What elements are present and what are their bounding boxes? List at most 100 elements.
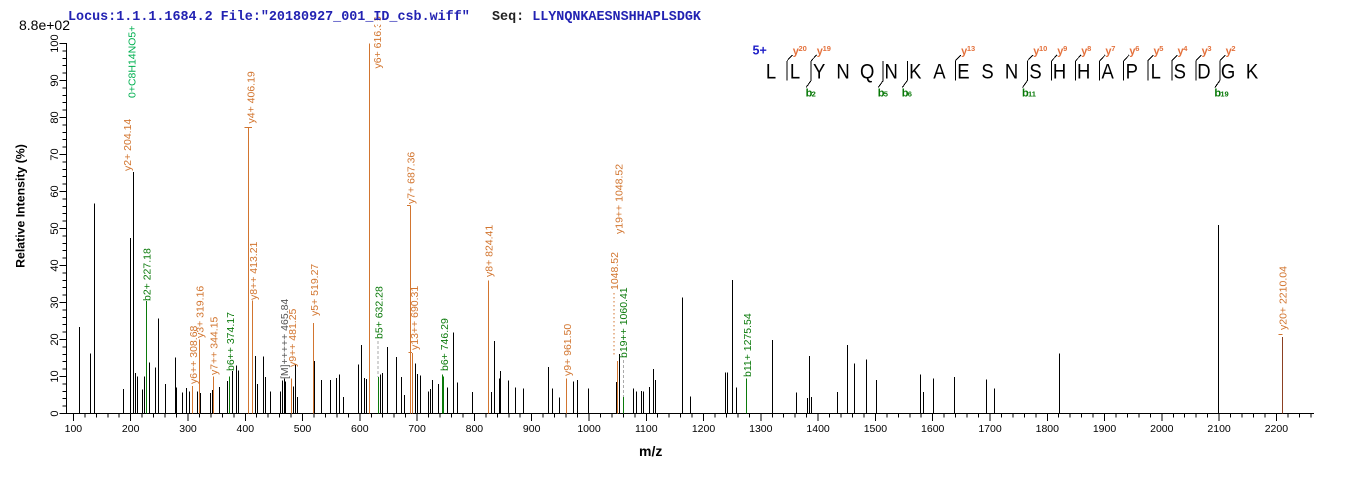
svg-text:2200: 2200 xyxy=(1265,423,1289,435)
svg-text:90: 90 xyxy=(49,74,61,86)
svg-text:1048.52: 1048.52 xyxy=(609,252,621,290)
svg-text:y: y xyxy=(1105,45,1112,57)
svg-text:300: 300 xyxy=(179,423,197,435)
svg-text:N: N xyxy=(885,60,898,83)
svg-text:70: 70 xyxy=(49,148,61,160)
svg-text:y5+ 519.27: y5+ 519.27 xyxy=(309,264,321,316)
svg-text:Locus:1.1.1.1684.2 File:"20180: Locus:1.1.1.1684.2 File:"20180927_001_ID… xyxy=(68,10,470,25)
svg-text:K: K xyxy=(909,60,921,83)
svg-text:b5+ 632.28: b5+ 632.28 xyxy=(374,286,386,339)
svg-text:b6+ 746.29: b6+ 746.29 xyxy=(439,318,451,371)
svg-text:S: S xyxy=(1029,60,1041,83)
svg-text:1700: 1700 xyxy=(978,423,1002,435)
svg-text:Q: Q xyxy=(860,60,874,83)
svg-text:b11+ 1275.54: b11+ 1275.54 xyxy=(742,313,754,377)
svg-text:200: 200 xyxy=(122,423,140,435)
svg-text:L: L xyxy=(790,60,800,83)
svg-text:b: b xyxy=(1022,88,1029,100)
svg-text:m/z: m/z xyxy=(639,443,662,459)
svg-text:y7+ 687.36: y7+ 687.36 xyxy=(405,152,417,204)
svg-text:A: A xyxy=(1102,60,1115,83)
svg-text:y: y xyxy=(1178,45,1185,57)
svg-text:40: 40 xyxy=(49,259,61,271)
svg-text:y6++ 308.68: y6++ 308.68 xyxy=(188,325,200,384)
svg-text:E: E xyxy=(957,60,969,83)
svg-text:y2+ 204.14: y2+ 204.14 xyxy=(122,119,134,171)
svg-text:19: 19 xyxy=(1220,90,1228,99)
svg-text:b2+ 227.18: b2+ 227.18 xyxy=(142,248,154,301)
svg-text:b: b xyxy=(878,88,885,100)
svg-text:10: 10 xyxy=(1039,44,1047,53)
svg-text:S: S xyxy=(1174,60,1186,83)
svg-text:800: 800 xyxy=(466,423,484,435)
svg-text:y8++ 413.21: y8++ 413.21 xyxy=(248,241,260,300)
svg-text:K: K xyxy=(1246,60,1258,83)
svg-text:G: G xyxy=(1221,60,1235,83)
svg-text:900: 900 xyxy=(523,423,541,435)
svg-text:700: 700 xyxy=(408,423,426,435)
svg-text:y: y xyxy=(1202,45,1209,57)
svg-text:1400: 1400 xyxy=(806,423,830,435)
svg-text:19: 19 xyxy=(823,44,831,53)
svg-text:1500: 1500 xyxy=(864,423,888,435)
svg-text:1900: 1900 xyxy=(1093,423,1117,435)
svg-text:N: N xyxy=(1005,60,1018,83)
svg-text:20: 20 xyxy=(49,333,61,345)
svg-text:4: 4 xyxy=(1183,44,1188,53)
svg-text:LLYNQNKAESNSHHAPLSDGK: LLYNQNKAESNSHHAPLSDGK xyxy=(532,10,702,25)
svg-text:5: 5 xyxy=(884,90,888,99)
svg-text:b19++ 1060.41: b19++ 1060.41 xyxy=(618,287,630,358)
svg-text:y8+ 824.41: y8+ 824.41 xyxy=(484,225,496,277)
svg-text:Y: Y xyxy=(813,60,825,83)
svg-text:y: y xyxy=(1033,45,1040,57)
svg-text:b: b xyxy=(806,88,813,100)
svg-text:L: L xyxy=(766,60,776,83)
svg-text:100: 100 xyxy=(65,423,83,435)
svg-text:D: D xyxy=(1197,60,1210,83)
svg-text:0+C8H14NO5+: 0+C8H14NO5+ xyxy=(127,26,139,98)
svg-text:H: H xyxy=(1053,60,1066,83)
svg-text:y: y xyxy=(793,45,800,57)
svg-text:1100: 1100 xyxy=(635,423,658,435)
svg-text:y: y xyxy=(817,45,824,57)
svg-text:1300: 1300 xyxy=(749,423,773,435)
svg-text:6: 6 xyxy=(908,90,912,99)
svg-text:2: 2 xyxy=(1231,44,1235,53)
svg-text:y: y xyxy=(961,45,968,57)
svg-text:y19++ 1048.52: y19++ 1048.52 xyxy=(614,164,626,234)
svg-text:y20+ 2210.04: y20+ 2210.04 xyxy=(1278,266,1290,330)
svg-text:y6+ 616.36: y6+ 616.36 xyxy=(372,16,384,68)
svg-text:13: 13 xyxy=(967,44,975,53)
svg-text:y3+ 319.16: y3+ 319.16 xyxy=(195,286,207,338)
svg-text:1000: 1000 xyxy=(577,423,601,435)
svg-text:20: 20 xyxy=(799,44,807,53)
svg-text:L: L xyxy=(1151,60,1161,83)
svg-text:8: 8 xyxy=(1087,44,1091,53)
svg-text:y: y xyxy=(1226,45,1233,57)
svg-text:9: 9 xyxy=(1063,44,1067,53)
svg-text:y: y xyxy=(1154,45,1161,57)
svg-text:11: 11 xyxy=(1028,90,1036,99)
svg-text:Relative Intensity (%): Relative Intensity (%) xyxy=(14,144,28,268)
svg-text:100: 100 xyxy=(49,34,61,52)
svg-text:y: y xyxy=(1057,45,1064,57)
svg-text:1200: 1200 xyxy=(692,423,716,435)
svg-text:A: A xyxy=(933,60,946,83)
svg-text:5+: 5+ xyxy=(753,43,767,57)
svg-text:Seq:: Seq: xyxy=(492,10,524,25)
svg-text:y: y xyxy=(1081,45,1088,57)
svg-text:500: 500 xyxy=(294,423,312,435)
svg-text:80: 80 xyxy=(49,111,61,123)
svg-text:b6++ 374.17: b6++ 374.17 xyxy=(225,312,237,371)
svg-text:60: 60 xyxy=(49,185,61,197)
svg-text:1800: 1800 xyxy=(1036,423,1060,435)
svg-text:50: 50 xyxy=(49,222,61,234)
svg-text:N: N xyxy=(836,60,849,83)
svg-text:H: H xyxy=(1077,60,1090,83)
svg-text:S: S xyxy=(981,60,993,83)
svg-text:2000: 2000 xyxy=(1150,423,1174,435)
svg-text:400: 400 xyxy=(237,423,255,435)
svg-text:30: 30 xyxy=(49,296,61,308)
svg-text:P: P xyxy=(1126,60,1138,83)
svg-text:2100: 2100 xyxy=(1207,423,1231,435)
